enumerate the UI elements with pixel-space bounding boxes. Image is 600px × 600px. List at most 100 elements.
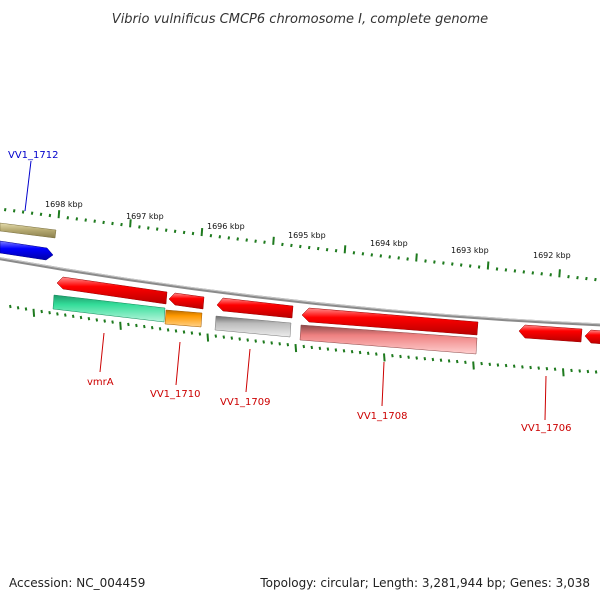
minor-tick xyxy=(127,322,130,327)
minor-tick xyxy=(246,338,249,342)
map-title: Vibrio vulnificus CMCP6 chromosome I, co… xyxy=(112,12,488,27)
major-tick xyxy=(294,344,298,353)
minor-tick xyxy=(531,271,535,275)
minor-tick xyxy=(358,350,362,355)
cds-feature-vv1-1706[interactable] xyxy=(518,324,583,343)
gene-label-vv1-1712[interactable]: VV1_1712 xyxy=(8,150,59,161)
minor-tick xyxy=(281,242,284,247)
minor-tick xyxy=(190,331,194,335)
minor-tick xyxy=(236,237,239,241)
minor-tick xyxy=(399,354,402,359)
gene-feature-vv1-1709[interactable] xyxy=(214,315,292,338)
minor-tick xyxy=(334,348,338,352)
kbp-label: 1693 kbp xyxy=(451,246,489,255)
minor-tick xyxy=(370,253,374,257)
minor-tick xyxy=(214,334,218,338)
major-tick xyxy=(343,245,347,254)
major-tick xyxy=(129,219,132,228)
major-tick xyxy=(415,253,418,262)
minor-tick xyxy=(103,319,106,323)
minor-tick xyxy=(147,226,150,230)
minor-tick xyxy=(342,349,346,353)
minor-tick xyxy=(254,239,257,243)
minor-tick xyxy=(182,330,186,334)
minor-tick xyxy=(529,365,532,370)
minor-tick xyxy=(230,336,234,340)
major-tick xyxy=(558,269,561,278)
minor-tick xyxy=(262,340,265,344)
minor-tick xyxy=(16,306,20,310)
minor-tick xyxy=(222,335,226,339)
minor-tick xyxy=(174,329,178,333)
minor-tick xyxy=(227,236,231,240)
kbp-label: 1692 kbp xyxy=(533,251,571,260)
gene-label-vmra[interactable]: vmrA xyxy=(87,377,114,388)
minor-tick xyxy=(537,366,540,370)
gene-label-vv1-1708[interactable]: VV1_1708 xyxy=(357,411,408,422)
minor-tick xyxy=(39,212,43,216)
minor-tick xyxy=(270,341,273,345)
genome-summary-text: Topology: circular; Length: 3,281,944 bp… xyxy=(259,576,590,590)
minor-tick xyxy=(477,265,481,269)
minor-tick xyxy=(102,220,105,225)
minor-tick xyxy=(406,257,409,261)
major-tick xyxy=(272,236,275,245)
cds-feature-vv1-1712[interactable] xyxy=(0,240,54,261)
cds-feature-vv1-1705[interactable] xyxy=(584,329,600,344)
minor-tick xyxy=(576,276,579,280)
minor-tick xyxy=(522,270,526,274)
major-tick xyxy=(383,353,386,362)
minor-tick xyxy=(388,255,391,259)
minor-tick xyxy=(504,363,508,368)
gene-label-vv1-1706[interactable]: VV1_1706 xyxy=(521,423,572,434)
minor-tick xyxy=(245,238,248,242)
cds-feature-vv1-1709[interactable] xyxy=(216,297,294,319)
minor-tick xyxy=(439,358,443,362)
major-tick xyxy=(57,210,61,219)
minor-tick xyxy=(488,362,492,366)
minor-tick xyxy=(158,327,162,331)
inner-tick-track xyxy=(9,304,598,377)
cds-feature-vv1-1708[interactable] xyxy=(301,307,479,336)
minor-tick xyxy=(75,217,79,221)
gene-feature-vmra[interactable] xyxy=(52,294,166,323)
minor-tick xyxy=(155,227,159,231)
minor-tick xyxy=(191,231,195,236)
minor-tick xyxy=(326,347,330,351)
minor-tick xyxy=(424,259,427,263)
minor-tick xyxy=(540,272,543,276)
kbp-label: 1697 kbp xyxy=(126,212,164,221)
minor-tick xyxy=(350,350,354,354)
cds-feature-vmra[interactable] xyxy=(56,276,168,305)
minor-tick xyxy=(496,363,500,367)
gene-feature-vv1-1712[interactable] xyxy=(0,222,57,239)
gene-label-group: VV1_1712 vmrA VV1_1710 VV1_1709 VV1_1708… xyxy=(8,150,572,434)
minor-tick xyxy=(310,345,314,350)
minor-tick xyxy=(71,314,75,318)
minor-tick xyxy=(318,346,322,350)
minor-tick xyxy=(352,251,356,255)
forward-strand-genes xyxy=(0,222,57,261)
minor-tick xyxy=(48,311,51,315)
minor-tick xyxy=(307,245,311,250)
gene-label-vv1-1709[interactable]: VV1_1709 xyxy=(220,397,271,408)
reverse-strand-cds xyxy=(56,276,600,344)
major-tick xyxy=(486,261,490,270)
minor-tick xyxy=(433,260,436,264)
minor-tick xyxy=(3,208,7,212)
gene-feature-vv1-1710[interactable] xyxy=(164,309,203,328)
minor-tick xyxy=(120,222,123,227)
cds-feature-vv1-1710[interactable] xyxy=(168,292,205,310)
gene-feature-vv1-1708[interactable] xyxy=(299,324,478,355)
minor-tick xyxy=(567,275,570,279)
minor-tick xyxy=(198,332,202,336)
minor-tick xyxy=(263,240,266,244)
minor-tick xyxy=(423,357,427,361)
minor-tick xyxy=(286,343,290,347)
minor-tick xyxy=(504,268,508,272)
genome-backbone-highlight xyxy=(0,257,600,325)
minor-tick xyxy=(379,254,383,258)
gene-label-vv1-1710[interactable]: VV1_1710 xyxy=(150,389,201,400)
kbp-label-group: 1698 kbp 1697 kbp 1696 kbp 1695 kbp 1694… xyxy=(45,200,571,260)
